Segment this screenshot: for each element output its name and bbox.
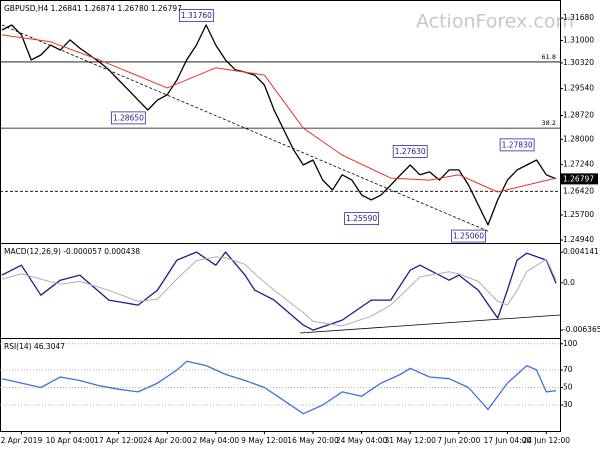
x-tick-label: 17 Apr 12:00 xyxy=(94,436,143,445)
x-tick-label: 9 May 12:00 xyxy=(241,436,288,445)
series-line xyxy=(1,360,557,415)
panel-title: RSI(14) 46.3047 xyxy=(4,342,65,351)
annotation-box xyxy=(178,9,214,22)
x-tick-label: 24 May 04:00 xyxy=(336,436,388,445)
annotation-label: 1.31760 xyxy=(181,11,212,20)
y-tick-label: 0.0 xyxy=(563,278,575,287)
y-tick-label: 1.27240 xyxy=(563,159,594,168)
x-tick-label: 2 Apr 2019 xyxy=(1,436,43,445)
annotation-box xyxy=(344,212,380,226)
macd-trend-line xyxy=(299,314,561,334)
y-tick-label: 1.31680 xyxy=(563,13,594,22)
y-tick-label: 1.31000 xyxy=(563,36,594,45)
trend-line xyxy=(1,24,491,233)
y-tick-label: 30 xyxy=(563,400,573,409)
x-tick-label: 17 Jun 04:00 xyxy=(484,436,532,445)
x-tick-label: 2 May 04:00 xyxy=(192,436,239,445)
annotation-box xyxy=(110,111,146,125)
y-tick-label: 0.004141 xyxy=(563,247,599,256)
y-tick-label: 1.28720 xyxy=(563,111,594,120)
watermark: ActionForex.com xyxy=(416,11,574,33)
annotation-label: 1.27830 xyxy=(502,140,533,149)
last-price-box xyxy=(561,173,598,185)
level-label: 1.26420 xyxy=(563,186,594,195)
x-tick-label: 16 May 20:00 xyxy=(287,436,339,445)
annotation-label: 1.27630 xyxy=(395,147,426,156)
y-tick-label: 1.25700 xyxy=(563,210,594,219)
annotation-box xyxy=(451,229,486,243)
y-tick-label: 1.30320 xyxy=(563,58,594,67)
x-tick-label: 24 Jun 12:00 xyxy=(522,436,570,445)
panel-border xyxy=(0,338,561,432)
y-tick-label: 100 xyxy=(563,339,578,348)
x-tick-label: 10 Apr 04:00 xyxy=(46,436,95,445)
y-tick-label: 1.24940 xyxy=(563,235,594,244)
panel-title: MACD(12,26,9) -0.000057 0.000438 xyxy=(4,247,140,256)
series-line xyxy=(1,34,557,193)
level-label: 61.8 xyxy=(542,53,556,61)
panel-title: GBPUSD,H4 1.26841 1.26874 1.26780 1.2679… xyxy=(4,4,182,13)
annotation-label: 1.25060 xyxy=(453,232,484,241)
x-tick-label: 24 Apr 20:00 xyxy=(143,436,192,445)
y-tick-label: 1.29540 xyxy=(563,84,594,93)
series-line xyxy=(1,251,557,331)
annotation-box xyxy=(392,145,428,158)
annotation-box xyxy=(499,138,535,152)
annotation-label: 1.28650 xyxy=(113,113,144,122)
y-tick-label: 1.28000 xyxy=(563,134,594,143)
y-tick-label: 70 xyxy=(563,365,573,374)
y-tick-label: -0.006365 xyxy=(563,325,600,334)
last-price-label: 1.26797 xyxy=(563,174,594,183)
annotation-label: 1.25590 xyxy=(346,214,377,223)
x-tick-label: 31 May 12:00 xyxy=(384,436,436,445)
level-label: 38.2 xyxy=(542,119,556,127)
y-tick-label: 50 xyxy=(563,382,573,391)
x-tick-label: 7 Jun 20:00 xyxy=(437,436,480,445)
series-line xyxy=(1,256,557,327)
